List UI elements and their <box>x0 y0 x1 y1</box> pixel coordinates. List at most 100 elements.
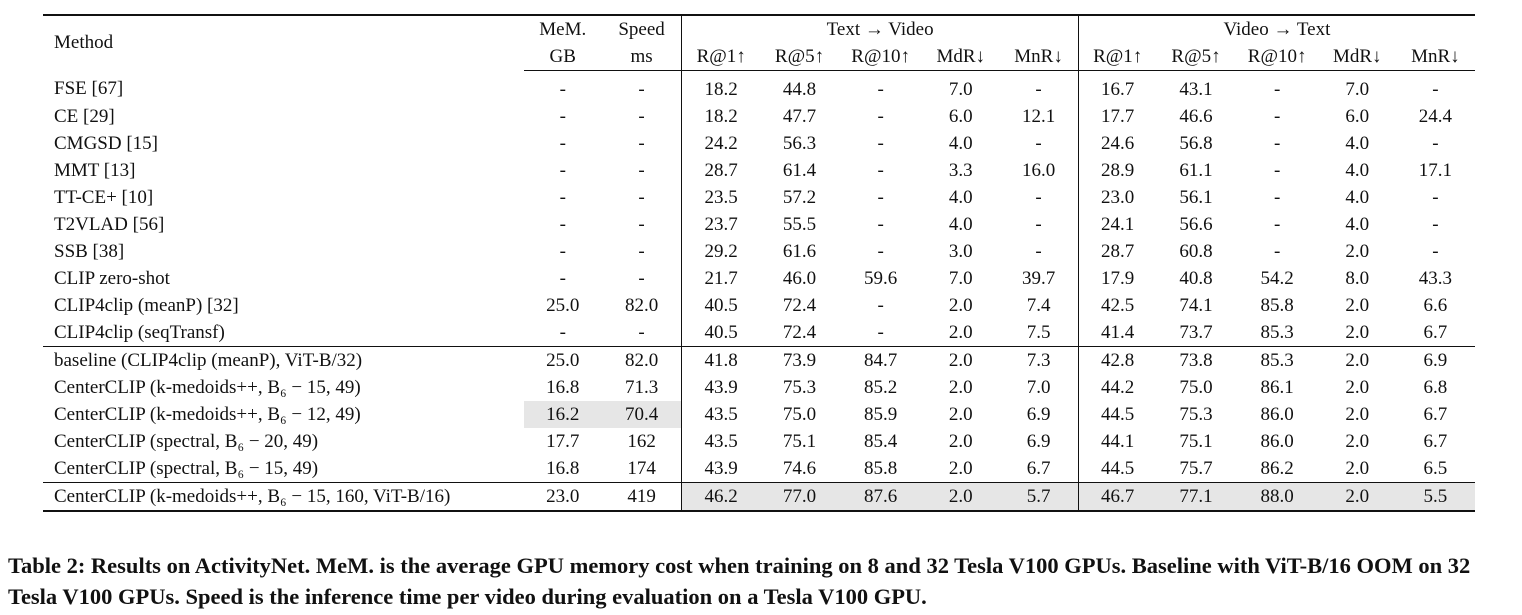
v2t-metric-header: R@5↑ <box>1156 43 1236 71</box>
v2t-value-cell: - <box>1432 78 1439 100</box>
t2v-value-cell: 43.9 <box>681 374 760 401</box>
t2v-value-cell: 21.7 <box>681 265 760 292</box>
t2v-value-cell: 4.0 <box>948 132 973 154</box>
v2t-value-cell: 77.1 <box>1156 482 1236 512</box>
v2t-value-cell: 41.4 <box>1077 319 1157 347</box>
v2t-value-cell: 23.0 <box>1077 184 1157 211</box>
method-cell: CLIP zero-shot <box>54 267 170 289</box>
t2v-value-cell: 12.1 <box>1021 105 1056 127</box>
t2v-value-cell: 29.2 <box>681 238 760 265</box>
t2v-value-cell: 75.0 <box>782 403 817 425</box>
mem-cell: 23.0 <box>523 482 602 512</box>
t2v-value-cell: 84.7 <box>839 346 923 374</box>
speed-cell: - <box>638 132 645 154</box>
v2t-value-cell: 75.1 <box>1179 430 1213 452</box>
speed-cell: 70.4 <box>601 401 682 428</box>
v2t-value-cell: 4.0 <box>1345 213 1370 235</box>
method-cell: CenterCLIP (k-medoids++, B₆ − 15, 160, V… <box>43 482 524 512</box>
v2t-value-cell: 17.1 <box>1418 159 1452 181</box>
table-row: CLIP4clip (seqTransf) - - 40.5 72.4 - 2.0 7.5 41… <box>43 319 1475 347</box>
t2v-value-cell: 24.2 <box>681 130 760 157</box>
v2t-value-cell: 86.1 <box>1260 376 1294 398</box>
t2v-value-cell: 56.3 <box>782 132 817 154</box>
t2v-value-cell: - <box>1035 78 1042 100</box>
t2v-value-cell: 2.0 <box>948 321 973 343</box>
v2t-metric-header: R@10↑ <box>1235 43 1319 71</box>
v2t-value-cell: 73.8 <box>1156 346 1236 374</box>
v2t-value-cell: 28.9 <box>1077 157 1157 184</box>
v2t-value-cell: 86.0 <box>1260 403 1294 425</box>
v2t-value-cell: 75.3 <box>1179 403 1213 425</box>
speed-cell: 162 <box>627 430 656 452</box>
v2t-value-cell: 4.0 <box>1345 132 1370 154</box>
t2v-metric-header: R@1↑ <box>681 43 760 71</box>
mem-cell: - <box>559 186 566 208</box>
t2v-value-cell: 3.3 <box>948 159 973 181</box>
t2v-value-cell: 73.9 <box>759 346 840 374</box>
speed-cell: 71.3 <box>624 376 659 398</box>
table-row: CLIP4clip (meanP) [32] 25.0 82.0 40.5 72.4 - 2… <box>43 292 1475 319</box>
t2v-value-cell: 47.7 <box>782 105 817 127</box>
v2t-value-cell: 2.0 <box>1318 482 1396 512</box>
v2t-value-cell: 74.1 <box>1179 294 1213 316</box>
t2v-value-cell: 43.9 <box>681 455 760 483</box>
t2v-value-cell: 2.0 <box>948 457 973 479</box>
v2t-value-cell: 2.0 <box>1318 346 1396 374</box>
v2t-value-cell: 40.8 <box>1179 267 1213 289</box>
t2v-value-cell: 44.8 <box>782 78 817 100</box>
method-cell: CenterCLIP (spectral, B₆ − 20, 49) <box>54 430 319 452</box>
speed-header: Speed <box>601 14 682 43</box>
t2v-value-cell: 7.4 <box>1026 294 1051 316</box>
v2t-value-cell: 2.0 <box>1345 430 1370 452</box>
v2t-value-cell: 86.0 <box>1260 430 1294 452</box>
t2v-value-cell: - <box>1035 213 1042 235</box>
speed-unit-header: ms <box>601 43 682 71</box>
table-row: MMT [13] - - 28.7 61.4 - 3.3 16.0 28.9 61.1 - 4.0 17… <box>43 157 1475 184</box>
t2v-value-cell: 7.0 <box>1026 376 1051 398</box>
v2t-metric-header: MdR↓ <box>1318 43 1396 71</box>
v2t-value-cell: - <box>1273 159 1281 181</box>
table-row: CMGSD [15] - - 24.2 56.3 - 4.0 - 24.6 56.8 - 4.0 - <box>43 130 1475 157</box>
table-row: CenterCLIP (spectral, B₆ − 15, 49) 16.8 17… <box>43 455 1475 483</box>
table-row: CenterCLIP (k-medoids++, B₆ − 15, 49) 16.… <box>43 374 1475 401</box>
table-row: CLIP zero-shot - - 21.7 46.0 59.6 7.0 39.7 17.9 4… <box>43 265 1475 292</box>
v2t-value-cell: 4.0 <box>1345 159 1370 181</box>
mem-cell: - <box>559 321 566 343</box>
t2v-value-cell: - <box>877 240 884 262</box>
t2v-metric-header: R@10↑ <box>839 43 923 71</box>
v2t-value-cell: 17.7 <box>1077 103 1157 130</box>
t2v-value-cell: 43.5 <box>681 428 760 455</box>
t2v-metric-header: MdR↓ <box>922 43 1000 71</box>
video-to-text-header: Video → Text <box>1077 14 1475 43</box>
v2t-value-cell: - <box>1273 186 1281 208</box>
t2v-value-cell: 39.7 <box>1021 267 1056 289</box>
v2t-value-cell: 42.5 <box>1077 292 1157 319</box>
t2v-value-cell: - <box>1035 132 1042 154</box>
v2t-value-cell: 6.5 <box>1423 457 1448 479</box>
v2t-value-cell: 2.0 <box>1345 376 1370 398</box>
v2t-value-cell: - <box>1273 78 1281 100</box>
t2v-value-cell: 23.5 <box>681 184 760 211</box>
t2v-value-cell: 41.8 <box>681 346 760 374</box>
method-cell: CLIP4clip (seqTransf) <box>54 321 225 343</box>
v2t-value-cell: 6.9 <box>1395 346 1475 374</box>
mem-cell: - <box>559 132 566 154</box>
t2v-metric-header: MnR↓ <box>999 43 1079 71</box>
v2t-value-cell: 61.1 <box>1179 159 1213 181</box>
v2t-value-cell: 73.7 <box>1179 321 1213 343</box>
mem-cell: - <box>559 213 566 235</box>
v2t-value-cell: 28.7 <box>1077 238 1157 265</box>
v2t-value-cell: 6.7 <box>1423 403 1448 425</box>
mem-cell: 25.0 <box>523 346 602 374</box>
t2v-value-cell: 7.3 <box>999 346 1079 374</box>
method-cell: FSE [67] <box>54 78 124 100</box>
t2v-value-cell: 61.4 <box>782 159 817 181</box>
t2v-value-cell: 6.9 <box>1026 430 1051 452</box>
method-cell: CMGSD [15] <box>54 132 158 154</box>
v2t-value-cell: 85.8 <box>1260 294 1294 316</box>
v2t-value-cell: 5.5 <box>1395 482 1475 512</box>
t2v-value-cell: 55.5 <box>782 213 817 235</box>
method-cell: CLIP4clip (meanP) [32] <box>54 294 239 316</box>
t2v-value-cell: 6.7 <box>1026 457 1051 479</box>
v2t-value-cell: 43.3 <box>1418 267 1452 289</box>
